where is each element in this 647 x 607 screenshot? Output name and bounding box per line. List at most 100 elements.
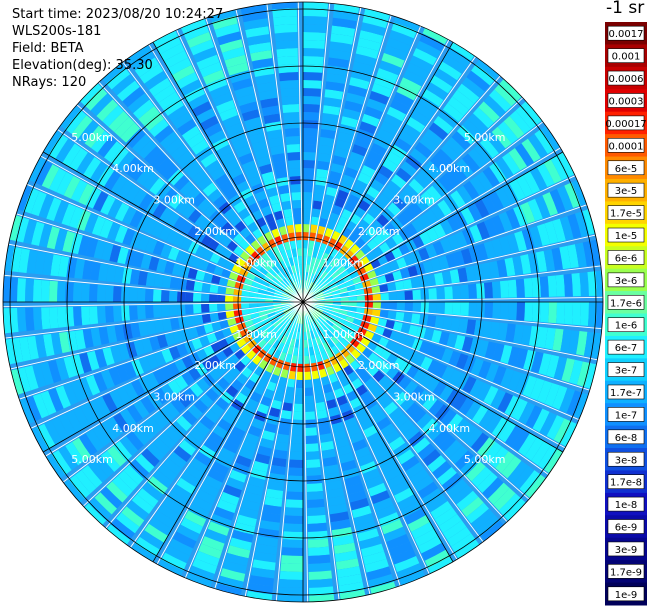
range-bin [210,403,225,417]
range-bin [342,467,360,480]
range-bin [403,184,419,200]
range-bin [276,218,286,228]
range-bin [333,542,356,554]
range-bin [265,121,282,132]
range-bin [523,277,533,298]
colorbar-label-box [607,519,645,534]
range-bin [344,166,359,179]
range-bin [240,344,251,355]
range-bin [126,431,144,451]
range-bin [181,355,194,369]
range-bin [91,215,106,236]
range-bin [229,342,240,353]
range-bin [332,362,342,373]
range-bin [91,130,111,153]
range-bin [312,265,318,275]
range-bin [278,351,287,361]
range-bin [318,316,326,324]
range-bin [531,441,551,466]
range-bin [467,148,487,168]
range-bin [556,302,565,324]
range-bin [315,327,322,337]
range-bin [299,339,303,348]
range-bin [281,295,290,300]
range-bin [247,425,262,438]
range-bin [149,77,172,97]
range-bin [316,304,325,309]
range-bin [497,121,519,144]
range-bin [294,281,299,290]
colorbar-tick: 1.7e-9 [610,567,642,578]
range-bin [261,370,272,381]
range-bin [481,262,492,280]
colorbar-label-box [607,294,645,310]
range-bin [273,293,282,298]
range-bin [401,455,420,472]
range-bin [228,130,246,144]
range-bin [456,83,480,104]
range-bin [99,219,114,239]
range-bin [430,258,442,272]
range-bin [535,195,551,219]
range-bin [571,179,587,206]
range-bin [422,260,434,274]
range-bin [407,265,418,277]
range-bin [446,47,471,68]
range-bin [272,8,298,18]
range-bin [324,194,335,205]
range-bin [303,216,311,225]
range-bin [256,271,266,279]
range-bin [351,378,363,390]
range-bin [122,228,136,246]
ring-label: 4.00km [429,162,471,175]
range-bin [471,432,490,453]
range-bin [337,131,354,144]
range-bin [257,348,267,359]
range-bin [222,346,234,358]
range-bin [325,264,334,274]
range-bin [364,106,383,120]
colorbar-tick: 6e-8 [615,433,638,444]
range-bin [126,128,146,149]
range-bin [207,521,230,536]
range-bin [357,172,372,185]
range-bin [294,216,302,225]
azimuth-spoke [302,151,564,303]
range-bin [452,418,470,437]
range-bin [226,240,238,252]
range-bin [325,480,343,491]
range-bin [233,201,247,214]
range-bin [173,445,192,463]
range-bin [507,460,528,484]
range-bin [259,163,273,175]
range-bin [100,369,115,390]
range-bin [317,279,325,287]
range-bin [154,125,174,143]
range-bin [242,314,252,322]
range-bin [349,338,360,348]
range-bin [327,279,336,287]
range-bin [440,408,457,427]
colorbar-tick: 0.00017 [605,119,646,130]
range-bin [380,459,398,474]
range-bin [275,311,284,317]
range-bin [132,251,145,268]
range-bin [18,248,30,273]
range-bin [424,160,442,178]
range-bin [513,465,535,489]
range-bin [299,331,303,340]
range-bin [258,359,268,370]
range-bin [285,216,294,226]
range-bin [167,490,188,509]
range-bin [505,425,523,447]
range-bin [251,281,261,288]
range-bin [339,589,366,600]
range-bin [225,303,234,311]
range-bin [201,282,211,293]
range-bin [404,335,416,348]
range-bin [249,291,258,298]
range-bin [106,264,117,283]
range-bin [93,372,108,393]
range-bin [205,388,219,402]
range-bin [163,457,182,476]
